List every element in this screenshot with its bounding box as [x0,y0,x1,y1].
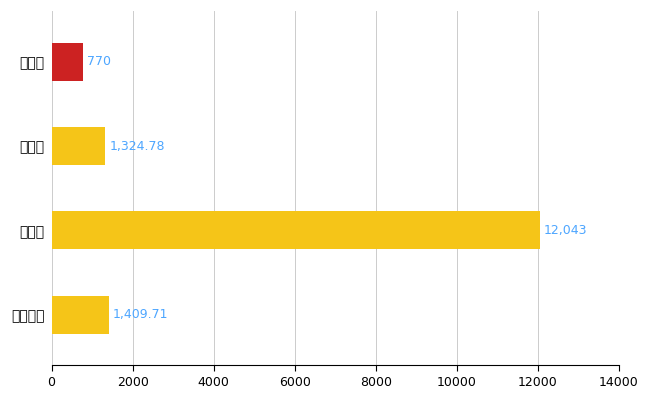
Text: 770: 770 [87,55,111,68]
Text: 1,324.78: 1,324.78 [109,140,165,153]
Bar [51,296,109,334]
Bar [51,212,540,250]
Bar [51,127,105,165]
Text: 1,409.71: 1,409.71 [112,308,168,321]
Bar [51,43,83,81]
Text: 12,043: 12,043 [544,224,587,237]
